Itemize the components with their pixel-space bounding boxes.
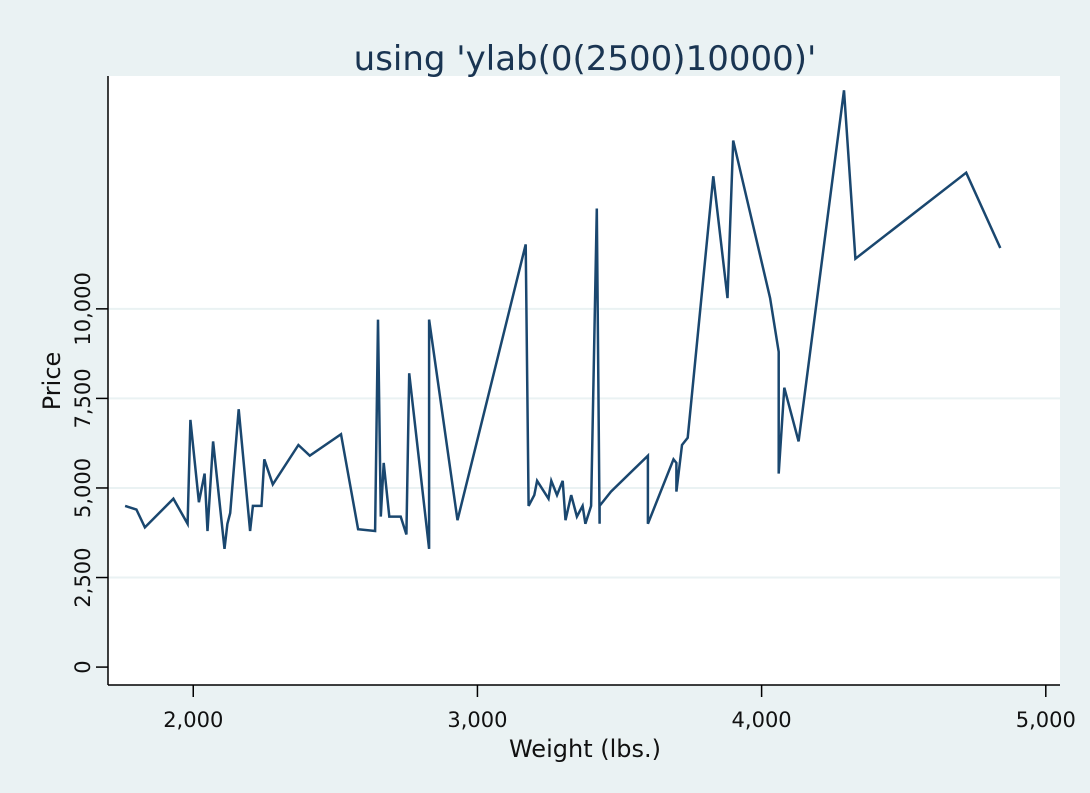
x-tick-label: 4,000 (732, 708, 792, 732)
x-axis-title: Weight (lbs.) (509, 735, 661, 763)
gridlines (108, 307, 1060, 579)
y-tick-label: 5,000 (71, 458, 95, 518)
price-line (124, 90, 1002, 550)
x-tick-label: 2,000 (163, 708, 223, 732)
y-tick-label: 0 (71, 660, 95, 673)
x-tick-label: 3,000 (447, 708, 507, 732)
y-tick-label: 10,000 (71, 272, 95, 345)
chart-title: using 'ylab(0(2500)10000)' (354, 39, 817, 79)
y-tick-label: 7,500 (71, 368, 95, 428)
plot-area (108, 76, 1060, 685)
x-ticks: 2,000 3,000 4,000 5,000 (163, 685, 1076, 732)
y-ticks: 0 2,500 5,000 7,500 10,000 (71, 272, 108, 674)
y-tick-label: 2,500 (71, 547, 95, 607)
x-tick-label: 5,000 (1016, 708, 1076, 732)
y-axis-title: Price (38, 352, 66, 411)
